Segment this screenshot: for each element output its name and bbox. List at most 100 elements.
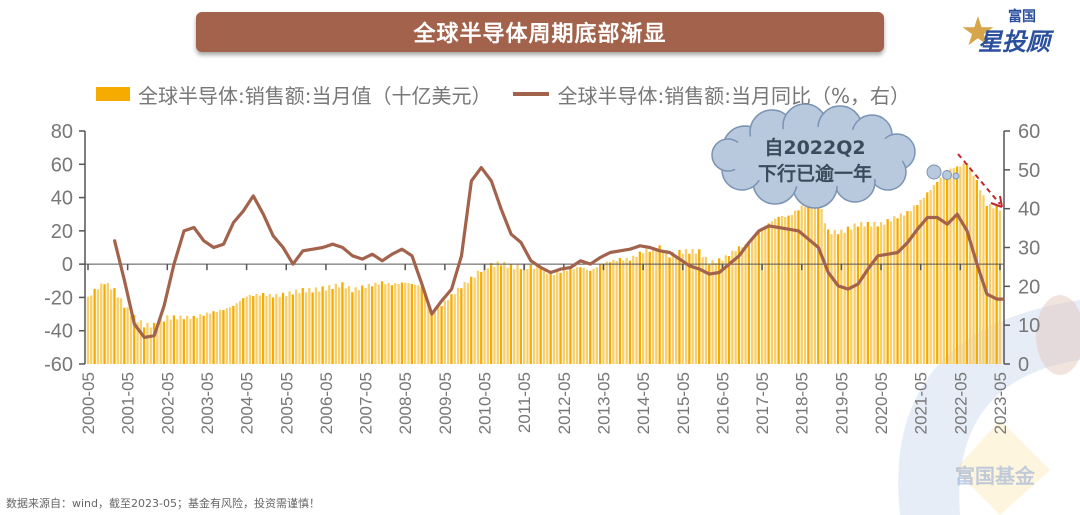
bar	[447, 300, 450, 364]
bar	[156, 325, 159, 364]
bar	[909, 211, 912, 364]
bar	[90, 295, 93, 364]
x-tick-label: 2001-05	[119, 372, 138, 434]
bar	[453, 294, 456, 364]
bar	[248, 295, 252, 364]
bar	[513, 269, 516, 364]
bar	[503, 261, 506, 364]
bar	[575, 267, 579, 364]
footnote: 数据来源自：wind，截至2023-05；基金有风险，投资需谨慎！	[6, 497, 320, 510]
bar	[529, 264, 532, 364]
bar	[912, 205, 916, 364]
bar	[301, 288, 304, 364]
bar	[354, 287, 357, 364]
cloud-bubble	[942, 170, 952, 180]
x-tick-label: 2018-05	[793, 372, 812, 434]
bar	[992, 208, 995, 364]
yoy-line	[113, 166, 1005, 339]
bar	[906, 211, 909, 364]
bar	[480, 272, 483, 364]
bar	[566, 270, 569, 364]
bar	[450, 294, 453, 364]
bar	[797, 210, 800, 364]
x-tick-label: 2022-05	[951, 372, 970, 434]
bar	[800, 205, 803, 364]
bar	[807, 202, 810, 364]
bar	[582, 267, 585, 364]
bar	[281, 292, 285, 364]
bar	[361, 285, 364, 364]
bar	[751, 239, 754, 364]
bar	[777, 216, 780, 364]
bar	[285, 296, 288, 364]
bar	[377, 284, 380, 364]
chart-title: 全球半导体周期底部渐显	[413, 22, 667, 47]
bar	[774, 218, 777, 364]
bar	[384, 284, 387, 364]
bar	[202, 315, 205, 364]
bar	[754, 236, 757, 364]
bar	[684, 249, 688, 364]
x-tick-label: 2017-05	[753, 372, 772, 434]
bar	[169, 319, 172, 364]
bar	[420, 286, 423, 364]
bar	[152, 322, 156, 364]
chart-legend: 全球半导体:销售额:当月值（十亿美元） 全球半导体:销售额:当月同比（%，右）	[96, 80, 910, 108]
bar	[969, 167, 972, 364]
bar	[916, 205, 919, 364]
bar	[440, 306, 443, 364]
bar	[787, 215, 790, 364]
bar	[556, 271, 559, 364]
bar	[414, 284, 417, 364]
bar	[602, 263, 605, 364]
x-tick-label: 2002-05	[158, 372, 177, 434]
left-tick-label: -60	[44, 354, 73, 376]
legend-bar-label: 全球半导体:销售额:当月值（十亿美元）	[138, 83, 492, 108]
bar	[542, 267, 546, 364]
bar	[176, 319, 179, 364]
bar	[952, 168, 955, 364]
bar	[526, 269, 529, 364]
bar	[612, 259, 615, 364]
bar	[632, 255, 635, 364]
bar	[437, 306, 440, 364]
brand-logo: ★ 富国 星投顾	[960, 4, 1070, 56]
bar	[219, 309, 222, 364]
bar	[143, 327, 146, 364]
bar	[311, 292, 314, 364]
left-tick-label: 20	[51, 221, 73, 243]
bar	[625, 257, 628, 364]
bar	[275, 294, 278, 364]
x-tick-label: 2009-05	[436, 372, 455, 434]
bar	[364, 288, 367, 364]
bar	[456, 287, 460, 364]
bar	[889, 221, 893, 364]
right-tick-label: 20	[1018, 276, 1040, 298]
legend-line-swatch	[513, 92, 550, 96]
bar	[975, 180, 978, 364]
bar	[321, 286, 324, 364]
bar	[344, 288, 347, 364]
bar	[252, 296, 255, 364]
bar	[212, 311, 215, 364]
bar	[701, 257, 704, 364]
bar	[331, 289, 334, 364]
bar	[658, 245, 661, 364]
bar	[879, 222, 883, 364]
bar	[608, 262, 612, 364]
bar	[836, 234, 840, 364]
bar	[506, 267, 509, 364]
bar	[764, 225, 767, 364]
bar	[724, 255, 727, 364]
x-tick-label: 2010-05	[476, 372, 495, 434]
dashed-arrow-line	[957, 153, 1001, 205]
bar	[727, 256, 731, 364]
bar-series	[86, 163, 1002, 364]
bar	[599, 264, 602, 364]
x-tick-label: 2004-05	[238, 372, 257, 434]
watermark-shape	[955, 420, 1050, 515]
bar	[341, 282, 344, 364]
bar	[308, 288, 311, 364]
bar	[189, 319, 192, 364]
